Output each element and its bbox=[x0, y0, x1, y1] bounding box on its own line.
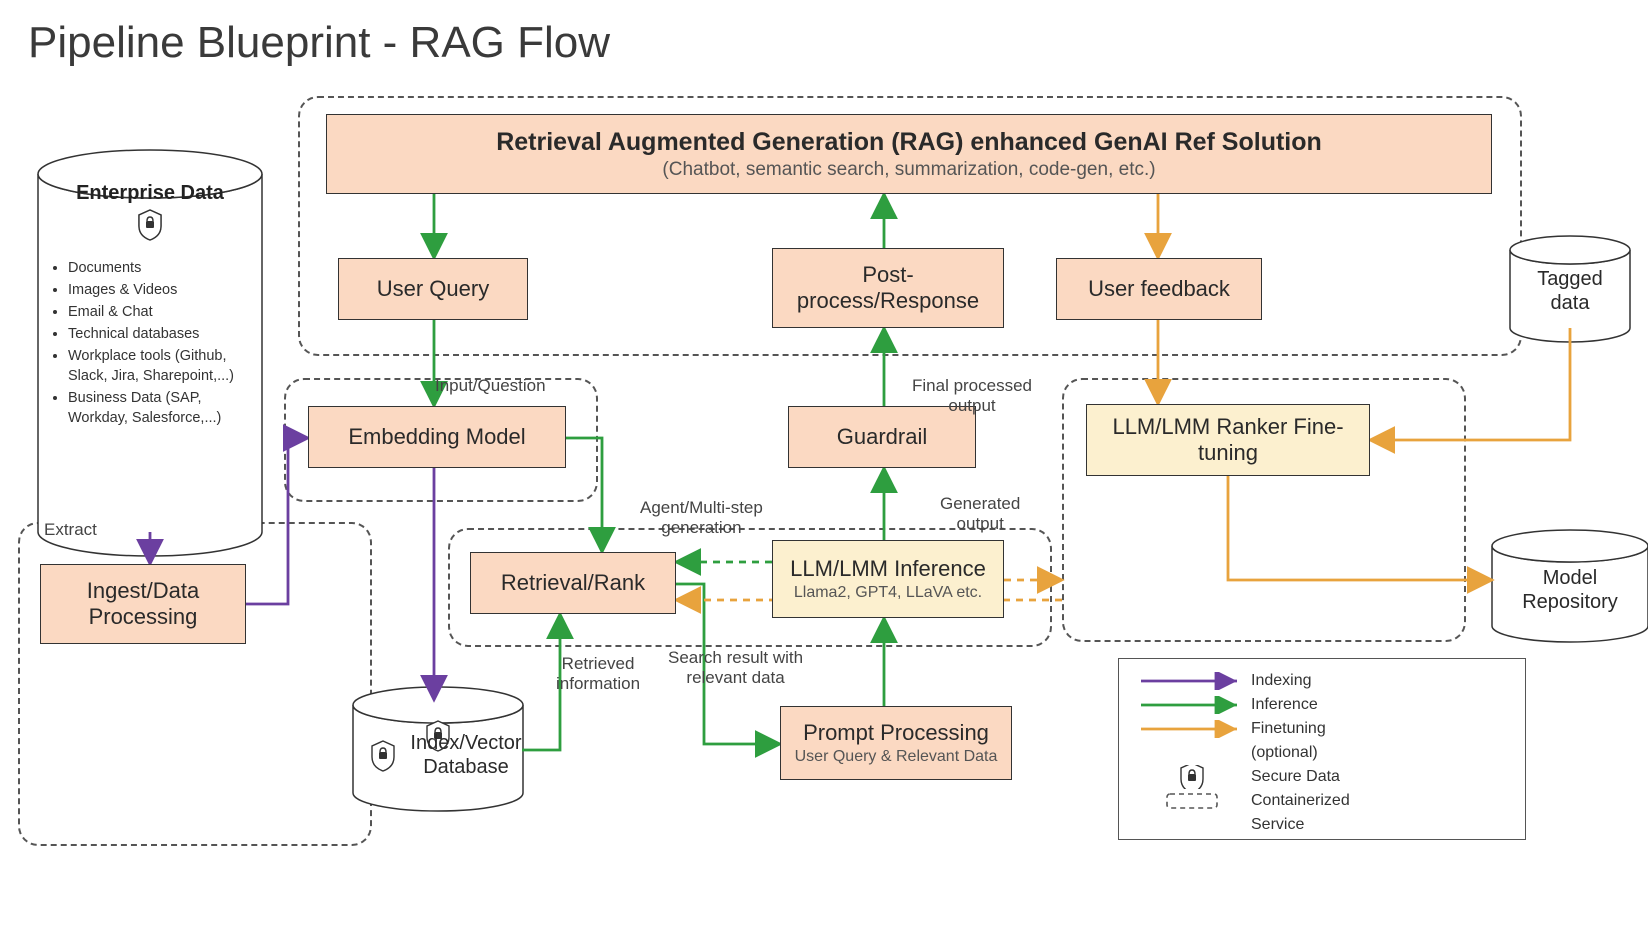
model-repo-label: Model Repository bbox=[1492, 566, 1648, 614]
node-llm-inference: LLM/LMM Inference Llama2, GPT4, LLaVA et… bbox=[772, 540, 1004, 618]
legend: Indexing Inference Finetuning (optional) Sec… bbox=[1118, 658, 1526, 840]
legend-label: Indexing bbox=[1251, 672, 1312, 690]
page-title: Pipeline Blueprint - RAG Flow bbox=[28, 18, 610, 68]
legend-label: Service bbox=[1251, 816, 1304, 834]
legend-row: (optional) bbox=[1133, 741, 1511, 765]
user-feedback-label: User feedback bbox=[1088, 276, 1230, 302]
node-embedding-model: Embedding Model bbox=[308, 406, 566, 468]
prompt-title: Prompt Processing bbox=[803, 720, 989, 746]
post-response-label: Post- process/Response bbox=[797, 262, 979, 314]
legend-label: (optional) bbox=[1251, 744, 1318, 762]
enterprise-item: Technical databases bbox=[68, 324, 252, 344]
legend-row: Finetuning bbox=[1133, 717, 1511, 741]
legend-row: Containerized bbox=[1133, 789, 1511, 813]
rag-header-title: Retrieval Augmented Generation (RAG) enh… bbox=[496, 128, 1322, 157]
label-search-result: Search result with relevant data bbox=[668, 648, 803, 689]
legend-label: Finetuning bbox=[1251, 720, 1326, 738]
prompt-subtitle: User Query & Relevant Data bbox=[795, 748, 998, 766]
label-input-question: Input/Question bbox=[435, 376, 546, 396]
retrieval-label: Retrieval/Rank bbox=[501, 570, 645, 596]
node-ranker-finetuning: LLM/LMM Ranker Fine- tuning bbox=[1086, 404, 1370, 476]
label-retrieved-info: Retrieved information bbox=[556, 654, 640, 695]
legend-row: Indexing bbox=[1133, 669, 1511, 693]
enterprise-item: Documents bbox=[68, 258, 252, 278]
legend-row: Service bbox=[1133, 813, 1511, 837]
node-ingest: Ingest/Data Processing bbox=[40, 564, 246, 644]
ingest-label: Ingest/Data Processing bbox=[87, 578, 200, 630]
enterprise-item: Email & Chat bbox=[68, 302, 252, 322]
enterprise-data-header: Enterprise Data bbox=[38, 182, 262, 205]
ranker-ft-label: LLM/LMM Ranker Fine- tuning bbox=[1112, 414, 1343, 466]
legend-label: Secure Data bbox=[1251, 768, 1340, 786]
node-user-query: User Query bbox=[338, 258, 528, 320]
enterprise-item: Workplace tools (Github, Slack, Jira, Sh… bbox=[68, 346, 252, 386]
embedding-label: Embedding Model bbox=[348, 424, 525, 450]
label-extract: Extract bbox=[44, 520, 97, 540]
legend-row: Inference bbox=[1133, 693, 1511, 717]
node-rag-header: Retrieval Augmented Generation (RAG) enh… bbox=[326, 114, 1492, 194]
guardrail-label: Guardrail bbox=[837, 424, 927, 450]
llm-inf-title: LLM/LMM Inference bbox=[790, 556, 986, 582]
legend-label: Containerized bbox=[1251, 792, 1350, 810]
label-generated-output: Generated output bbox=[940, 494, 1020, 535]
enterprise-data-list: DocumentsImages & VideosEmail & ChatTech… bbox=[52, 258, 252, 430]
legend-swatch bbox=[1133, 672, 1251, 690]
label-final-output: Final processed output bbox=[912, 376, 1032, 417]
tagged-data-label: Tagged data bbox=[1510, 267, 1630, 315]
legend-row: Secure Data bbox=[1133, 765, 1511, 789]
legend-swatch bbox=[1133, 720, 1251, 738]
legend-swatch bbox=[1133, 696, 1251, 714]
node-retrieval-rank: Retrieval/Rank bbox=[470, 552, 676, 614]
legend-swatch bbox=[1133, 765, 1251, 789]
node-post-response: Post- process/Response bbox=[772, 248, 1004, 328]
node-prompt-processing: Prompt Processing User Query & Relevant … bbox=[780, 706, 1012, 780]
user-query-label: User Query bbox=[377, 276, 489, 302]
enterprise-item: Business Data (SAP, Workday, Salesforce,… bbox=[68, 388, 252, 428]
rag-header-subtitle: (Chatbot, semantic search, summarization… bbox=[662, 159, 1155, 181]
llm-inf-subtitle: Llama2, GPT4, LLaVA etc. bbox=[794, 584, 982, 602]
enterprise-item: Images & Videos bbox=[68, 280, 252, 300]
legend-swatch bbox=[1133, 791, 1251, 811]
vector-db-label: Index/Vector Database bbox=[381, 731, 551, 779]
label-agent-multistep: Agent/Multi-step generation bbox=[640, 498, 763, 539]
node-user-feedback: User feedback bbox=[1056, 258, 1262, 320]
legend-label: Inference bbox=[1251, 696, 1318, 714]
